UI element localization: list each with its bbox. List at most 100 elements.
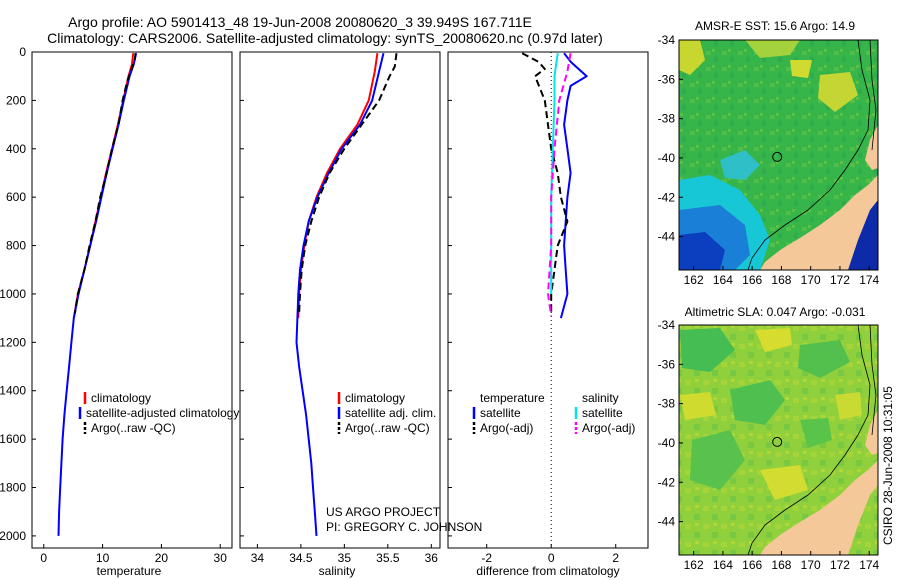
sla-land: [865, 410, 878, 455]
legend-label: Argo(-adj): [480, 421, 533, 435]
legend-label: Argo(..raw -QC): [345, 421, 430, 435]
sla-contour: [869, 324, 877, 436]
depth-tick-label: 1800: [0, 481, 26, 495]
sst-cold-patch: [720, 150, 760, 180]
legend-label: climatology: [345, 391, 405, 405]
figure-title-line-1: Argo profile: AO 5901413_48 19-Jun-2008 …: [68, 14, 532, 30]
legend-label: satellite adj. clim.: [345, 406, 436, 420]
sst-land: [760, 175, 878, 270]
map-lon-label: 172: [830, 273, 850, 287]
sst-map-tick-labels: 162 164 166 168 170 172 174 -34 -36 -38 -40 -42 -44: [658, 33, 880, 287]
sla-argo-position-marker: [772, 436, 783, 447]
temperature-legend: climatology satellite-adjusted climatolo…: [78, 391, 239, 435]
sst-warm-patch: [818, 72, 858, 112]
depth-tick-label: 1600: [0, 432, 26, 446]
sla-high-patch: [680, 392, 716, 420]
difference-temperature-argo-adj--line: [521, 52, 569, 314]
csiro-timestamp: CSIRO 28-Jun-2008 10:31:05: [881, 386, 895, 545]
depth-tick-label: 0: [19, 45, 26, 59]
legend-title-salinity: salinity: [582, 391, 619, 405]
legend-label: climatology: [91, 391, 151, 405]
map-lat-label: -36: [658, 357, 676, 371]
sla-map-title: Altimetric SLA: 0.047 Argo: -0.031: [685, 305, 866, 319]
x-tick-label: 10: [96, 551, 110, 565]
figure-title-line-2: Climatology: CARS2006. Satellite-adjuste…: [47, 30, 603, 46]
sst-warm-patch: [745, 40, 800, 58]
map-lon-label: 162: [684, 558, 704, 572]
x-tick-label: 20: [155, 551, 169, 565]
sst-contour: [747, 39, 871, 271]
difference-xlabel: difference from climatology: [476, 564, 619, 578]
map-lat-label: -40: [658, 436, 676, 450]
sst-map: [678, 39, 879, 271]
temperature-xlabel: temperature: [97, 564, 162, 578]
map-lat-label: -44: [658, 515, 676, 529]
map-lon-label: 166: [742, 273, 762, 287]
map-lat-label: -44: [658, 230, 676, 244]
x-tick-label: 0: [548, 551, 555, 565]
map-lat-label: -34: [658, 33, 676, 47]
depth-tick-label: 200: [6, 93, 26, 107]
x-tick-label: 34.5: [289, 551, 313, 565]
depth-tick-label: 400: [6, 142, 26, 156]
map-lon-label: 174: [859, 558, 879, 572]
sla-land: [760, 460, 878, 555]
difference-legend: temperature salinity satellite satellite…: [472, 391, 635, 435]
difference-salinity-satellite-line: [550, 53, 559, 294]
map-lon-label: 168: [771, 558, 791, 572]
salinity-xlabel: salinity: [319, 564, 356, 578]
legend-title-temperature: temperature: [480, 391, 545, 405]
x-tick-label: 35.5: [376, 551, 400, 565]
legend-label: satellite: [480, 406, 521, 420]
salinity-climatology-line: [297, 53, 379, 319]
sst-contour: [869, 39, 877, 151]
map-lat-label: -42: [658, 190, 676, 204]
map-lon-label: 166: [742, 558, 762, 572]
salinity-satellite-adj-clim--line: [295, 52, 385, 536]
difference-panel: [447, 51, 649, 549]
x-tick-label: 35: [338, 551, 352, 565]
sla-map: [678, 324, 879, 556]
sla-high-patch: [835, 392, 862, 420]
sla-map-frame: [678, 324, 879, 556]
map-lat-label: -42: [658, 475, 676, 489]
project-credit: US ARGO PROJECT: [326, 505, 441, 519]
map-lon-label: 170: [801, 273, 821, 287]
sla-high-patch: [760, 465, 808, 500]
sla-low-patch: [730, 380, 785, 425]
sla-high-patch: [755, 328, 792, 352]
depth-tick-labels: 0 200 400 600 800 1000 1200 1400 1600 1800 2000: [0, 45, 452, 543]
profile-lines: [57, 52, 588, 536]
depth-tick-label: 800: [6, 239, 26, 253]
legend-label: Argo(..raw -QC): [91, 421, 176, 435]
map-lon-label: 162: [684, 273, 704, 287]
sla-contour: [747, 324, 871, 556]
difference-salinity-argo-adj--line: [547, 53, 572, 316]
map-lat-label: -34: [658, 318, 676, 332]
depth-tick-label: 1400: [0, 384, 26, 398]
x-tick-label: 30: [214, 551, 228, 565]
map-lon-label: 172: [830, 558, 850, 572]
legend-label: satellite: [582, 406, 623, 420]
x-tick-labels: 0 10 20 30 34 34.5 35 35.5 36 -2 0 2: [40, 544, 619, 565]
sst-warm-patch: [679, 40, 705, 75]
map-lat-label: -36: [658, 72, 676, 86]
sst-argo-position-marker: [772, 151, 783, 162]
x-tick-label: 0: [40, 551, 47, 565]
difference-temperature-satellite-line: [559, 52, 588, 319]
salinity-panel: [239, 51, 441, 549]
temperature-panel: [31, 51, 233, 549]
sla-low-patch: [680, 328, 735, 372]
map-lon-label: 168: [771, 273, 791, 287]
x-tick-label: -2: [481, 551, 492, 565]
sla-map-tick-labels: 162 164 166 168 170 172 174 -34 -36 -38 -40 -42 -44: [658, 318, 880, 572]
sla-low-patch: [798, 340, 850, 378]
x-tick-label: 36: [425, 551, 439, 565]
map-lon-label: 164: [713, 558, 733, 572]
sst-cold-patch: [679, 232, 725, 270]
map-lat-label: -38: [658, 112, 676, 126]
temperature-satellite-adjusted-climatology-line: [57, 52, 138, 536]
salinity-argo-raw-qc--line: [298, 53, 398, 314]
sst-map-title: AMSR-E SST: 15.6 Argo: 14.9: [695, 19, 855, 33]
